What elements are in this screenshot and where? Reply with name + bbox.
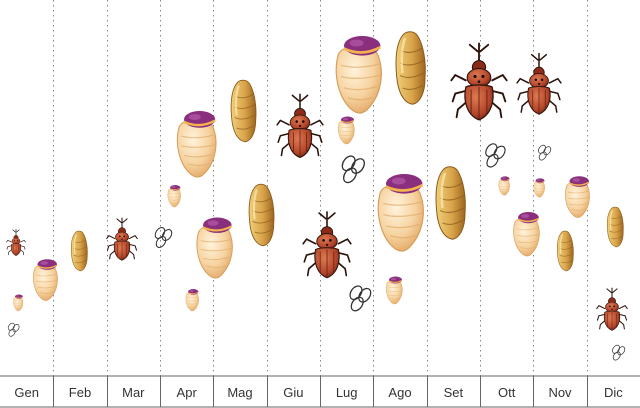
pupa-icon [229, 78, 258, 144]
weevil-adult-icon [106, 217, 138, 261]
larva-icon [32, 258, 59, 302]
larva-icon [564, 175, 591, 219]
weevil-adult-icon [302, 210, 352, 279]
month-label: Ott [498, 385, 516, 400]
egg-cluster-icon [152, 226, 175, 250]
weevil-adult-icon [450, 42, 508, 122]
larva-icon [176, 109, 218, 179]
pupa-icon [434, 165, 467, 241]
month-label: Set [444, 385, 464, 400]
weevil-adult-icon [596, 287, 628, 332]
larva-icon [385, 275, 403, 305]
larva-icon [376, 172, 425, 253]
larva-icon [498, 176, 511, 196]
pupa-icon [606, 206, 625, 248]
larva-icon [334, 34, 383, 115]
month-label: Ago [388, 385, 411, 400]
egg-cluster-icon [346, 284, 374, 314]
weevil-adult-icon [516, 52, 562, 116]
weevil-adult-icon [6, 229, 26, 257]
pupa-icon [70, 230, 89, 272]
larva-icon [167, 184, 182, 208]
pupa-icon [556, 230, 575, 272]
month-label: Giu [283, 385, 303, 400]
weevil-adult-icon [276, 93, 324, 159]
larva-icon [195, 216, 234, 280]
life-stage-icons [6, 30, 628, 362]
larva-icon [533, 178, 546, 198]
month-label: Feb [69, 385, 91, 400]
month-label: Nov [548, 385, 572, 400]
month-label: Mag [227, 385, 252, 400]
egg-cluster-icon [6, 322, 21, 338]
pupa-icon [394, 30, 427, 106]
month-label: Gen [14, 385, 39, 400]
month-axis: Gen Feb Mar Apr Mag Giu Lug Ago Set Ott Nov Dic [0, 375, 640, 408]
egg-cluster-icon [536, 144, 553, 162]
egg-cluster-icon [610, 344, 627, 362]
larva-icon [512, 211, 541, 257]
month-label: Apr [177, 385, 198, 400]
month-label: Lug [336, 385, 358, 400]
egg-cluster-icon [339, 154, 368, 186]
larva-icon [13, 294, 24, 312]
month-label: Dic [604, 385, 623, 400]
larva-icon [337, 115, 355, 145]
egg-cluster-icon [482, 142, 508, 170]
pupa-icon [247, 182, 276, 248]
larva-icon [185, 288, 200, 312]
month-label: Mar [122, 385, 145, 400]
